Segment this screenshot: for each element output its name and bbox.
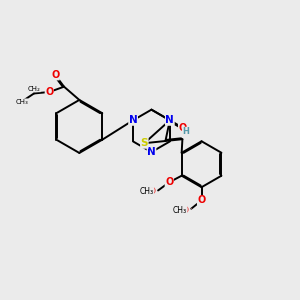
Text: O: O xyxy=(45,87,53,97)
Text: N: N xyxy=(147,147,156,157)
Text: O: O xyxy=(178,123,187,133)
Text: O: O xyxy=(51,70,59,80)
Text: CH₃: CH₃ xyxy=(140,188,154,196)
Text: CH₃: CH₃ xyxy=(15,99,28,105)
Text: S: S xyxy=(141,138,148,148)
Text: O: O xyxy=(165,177,173,187)
Text: H: H xyxy=(182,127,189,136)
Text: O: O xyxy=(191,208,192,209)
Text: N: N xyxy=(129,115,137,125)
Text: CH₃: CH₃ xyxy=(173,206,187,215)
Text: O: O xyxy=(181,206,188,215)
Text: O: O xyxy=(197,196,206,206)
Text: CH₂: CH₂ xyxy=(28,86,40,92)
Text: O: O xyxy=(148,188,155,196)
Text: N: N xyxy=(166,115,174,125)
Text: O: O xyxy=(191,208,192,209)
